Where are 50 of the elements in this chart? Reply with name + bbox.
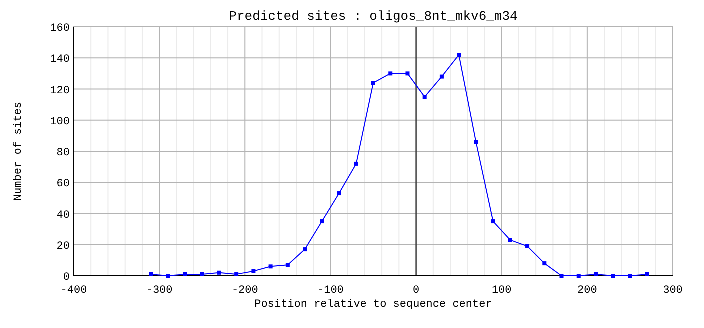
x-tick-label: 100 [492, 285, 512, 297]
y-tick-label: 20 [56, 240, 70, 253]
point [645, 272, 650, 276]
point [217, 270, 222, 275]
y-tick-label: 100 [50, 116, 70, 128]
point [526, 244, 530, 248]
point [354, 162, 358, 166]
point [268, 264, 273, 269]
chart-title: Predicted sites : oligos_8nt_mkv6_m34 [229, 9, 518, 24]
point [628, 274, 632, 278]
point [149, 272, 154, 276]
point [508, 238, 512, 242]
point [440, 74, 444, 79]
point [303, 248, 308, 252]
x-tick-label: 200 [578, 285, 598, 297]
point [286, 263, 290, 268]
y-tick-label: 0 [63, 272, 70, 284]
point [474, 140, 478, 144]
point [320, 220, 324, 224]
x-tick-label: -400 [60, 285, 88, 297]
point [406, 72, 410, 76]
point [200, 272, 204, 276]
x-axis-title: Position relative to sequence center [254, 299, 492, 311]
point [234, 272, 239, 276]
point [372, 81, 376, 86]
x-tick-label: -100 [318, 285, 344, 297]
point [183, 272, 188, 276]
point [457, 53, 462, 58]
point [252, 269, 256, 274]
x-tick-label: 0 [412, 285, 420, 297]
x-tick-label: 300 [663, 285, 683, 297]
point [560, 274, 564, 278]
y-tick-label: 80 [56, 148, 70, 160]
y-tick-label: 140 [50, 54, 70, 66]
x-tick-label: -200 [232, 285, 258, 297]
x-tick-label: -300 [146, 285, 173, 297]
y-axis-title: Number of sites [13, 102, 25, 202]
point [166, 274, 170, 278]
point [576, 274, 581, 278]
point [542, 262, 547, 266]
point [388, 72, 393, 76]
point [491, 220, 496, 224]
y-tick-label: 120 [50, 85, 70, 98]
point [422, 95, 427, 100]
point [337, 192, 342, 196]
point [594, 272, 598, 276]
y-tick-label: 40 [56, 210, 70, 222]
y-tick-label: 160 [50, 23, 70, 35]
point [611, 274, 616, 278]
y-tick-label: 60 [56, 178, 70, 191]
